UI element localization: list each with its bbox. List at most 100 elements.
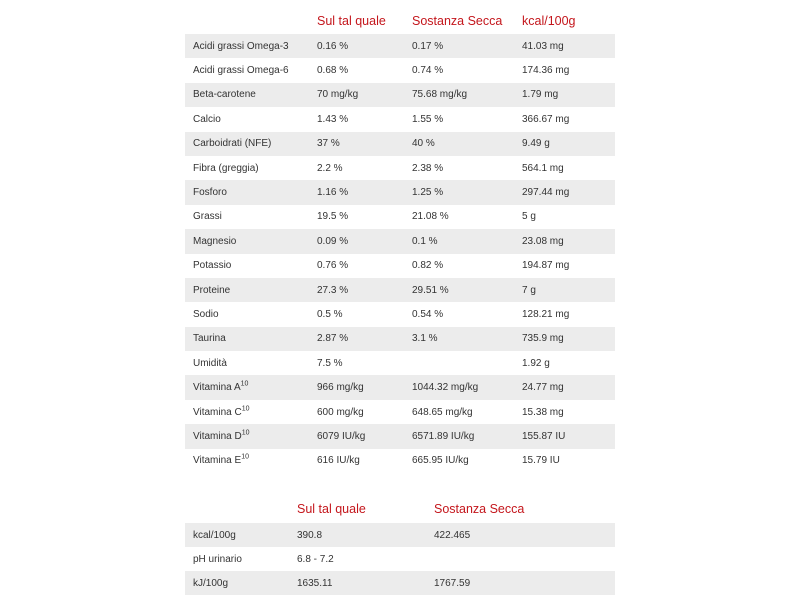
as-is-value: 6079 IU/kg: [317, 424, 412, 449]
table-row: Beta-carotene 70 mg/kg 75.68 mg/kg 1.79 mg: [185, 82, 615, 108]
nutrient-name-cell: Vitamina C10: [185, 399, 317, 425]
nutrient-name-cell: Acidi grassi Omega-3: [185, 34, 317, 59]
table-row: Calcio 1.43 % 1.55 % 366.67 mg: [185, 107, 615, 132]
table-row: kcal/100g 390.8 422.465: [185, 523, 615, 548]
nutrient-name-cell: Proteine: [185, 277, 317, 303]
as-is-value: 966 mg/kg: [317, 375, 412, 400]
dry-matter-value: 6571.89 IU/kg: [412, 424, 522, 449]
nutrition-tables: Sul tal quale Sostanza Secca kcal/100g A…: [185, 8, 615, 596]
header-as-is: Sul tal quale: [297, 502, 366, 517]
nutrient-name-cell: Beta-carotene: [185, 82, 317, 108]
table-row: pH urinario 6.8 - 7.2: [185, 547, 615, 572]
as-is-value: 616 IU/kg: [317, 448, 412, 474]
dry-matter-value: [434, 547, 615, 572]
table-row: Fibra (greggia) 2.2 % 2.38 % 564.1 mg: [185, 155, 615, 181]
dry-matter-value: 0.82 %: [412, 253, 522, 278]
nutrient-name-cell: Sodio: [185, 302, 317, 327]
as-is-value: 0.5 %: [317, 302, 412, 327]
energy-name: pH urinario: [185, 547, 297, 572]
nutrient-name-cell: Vitamina E10: [185, 448, 317, 474]
nutrient-name-cell: Fosforo: [185, 180, 317, 205]
as-is-value: 0.16 %: [317, 34, 412, 59]
kcal-value: 7 g: [522, 277, 615, 303]
nutrient-table: Sul tal quale Sostanza Secca kcal/100g A…: [185, 8, 615, 474]
dry-matter-value: 0.1 %: [412, 229, 522, 254]
kcal-value: 128.21 mg: [522, 302, 615, 327]
footnote-marker: 10: [241, 405, 250, 413]
nutrient-name: Umidità: [193, 357, 227, 369]
kcal-value: 155.87 IU: [522, 424, 615, 449]
as-is-value: 2.87 %: [317, 326, 412, 352]
dry-matter-value: 1.25 %: [412, 180, 522, 205]
nutrient-name: Sodio: [193, 308, 219, 320]
kcal-value: 1.79 mg: [522, 82, 615, 108]
energy-name: kcal/100g: [185, 523, 297, 548]
kcal-value: 564.1 mg: [522, 155, 615, 181]
dry-matter-value: 648.65 mg/kg: [412, 399, 522, 425]
nutrient-name-cell: Taurina: [185, 326, 317, 352]
dry-matter-value: 665.95 IU/kg: [412, 448, 522, 474]
dry-matter-value: 3.1 %: [412, 326, 522, 352]
footnote-marker: 10: [241, 429, 250, 437]
nutrient-name-cell: Potassio: [185, 253, 317, 278]
as-is-value: 390.8: [297, 523, 434, 548]
dry-matter-value: 1044.32 mg/kg: [412, 375, 522, 400]
nutrient-name: Vitamina A: [193, 382, 241, 394]
table-row: Sodio 0.5 % 0.54 % 128.21 mg: [185, 302, 615, 327]
as-is-value: 27.3 %: [317, 277, 412, 303]
footnote-marker: 10: [240, 380, 249, 388]
dry-matter-value: 21.08 %: [412, 204, 522, 230]
dry-matter-value: 40 %: [412, 131, 522, 156]
nutrient-name-cell: Carboidrati (NFE): [185, 131, 317, 156]
as-is-value: 0.09 %: [317, 229, 412, 254]
as-is-value: 0.68 %: [317, 58, 412, 83]
dry-matter-value: 75.68 mg/kg: [412, 82, 522, 108]
table-row: Acidi grassi Omega-6 0.68 % 0.74 % 174.36 m…: [185, 58, 615, 83]
dry-matter-value: [412, 351, 522, 376]
nutrient-name: Calcio: [193, 113, 221, 125]
as-is-value: 7.5 %: [317, 351, 412, 376]
kcal-value: 23.08 mg: [522, 229, 615, 254]
header-kcal: kcal/100g: [522, 14, 576, 28]
as-is-value: 19.5 %: [317, 204, 412, 230]
kcal-value: 366.67 mg: [522, 107, 615, 132]
nutrient-name: Fosforo: [193, 187, 227, 199]
table-row: kJ/100g 1635.11 1767.59: [185, 571, 615, 596]
header-empty: [185, 495, 297, 523]
header-dry-matter: Sostanza Secca: [412, 14, 503, 28]
dry-matter-value: 0.74 %: [412, 58, 522, 83]
nutrient-name-cell: Grassi: [185, 204, 317, 230]
table-row: Taurina 2.87 % 3.1 % 735.9 mg: [185, 326, 615, 352]
as-is-value: 70 mg/kg: [317, 82, 412, 108]
nutrient-name: Beta-carotene: [193, 89, 256, 101]
nutrient-name: Carboidrati (NFE): [193, 138, 272, 150]
nutrient-name-cell: Vitamina A10: [185, 375, 317, 400]
nutrient-name: Magnesio: [193, 235, 237, 247]
kcal-value: 15.79 IU: [522, 448, 615, 474]
header-dry-matter: Sostanza Secca: [434, 502, 525, 517]
table-row: Magnesio 0.09 % 0.1 % 23.08 mg: [185, 229, 615, 254]
nutrient-name-cell: Fibra (greggia): [185, 155, 317, 181]
nutrient-name-cell: Calcio: [185, 107, 317, 132]
as-is-value: 37 %: [317, 131, 412, 156]
as-is-value: 2.2 %: [317, 155, 412, 181]
table-row: Vitamina C10 600 mg/kg 648.65 mg/kg 15.38 m…: [185, 399, 615, 425]
kcal-value: 15.38 mg: [522, 399, 615, 425]
header-as-is: Sul tal quale: [317, 14, 386, 28]
kcal-value: 9.49 g: [522, 131, 615, 156]
kcal-value: 5 g: [522, 204, 615, 230]
dry-matter-value: 422.465: [434, 523, 615, 548]
nutrient-name-cell: Umidità: [185, 351, 317, 376]
energy-table-header: Sul tal quale Sostanza Secca: [185, 495, 615, 523]
table-row: Vitamina A10 966 mg/kg 1044.32 mg/kg 24.77 …: [185, 375, 615, 400]
nutrient-name: Vitamina D: [193, 430, 242, 442]
kcal-value: 174.36 mg: [522, 58, 615, 83]
nutrient-name: Potassio: [193, 260, 232, 272]
nutrient-name-cell: Vitamina D10: [185, 424, 317, 449]
table-row: Potassio 0.76 % 0.82 % 194.87 mg: [185, 253, 615, 278]
table-row: Fosforo 1.16 % 1.25 % 297.44 mg: [185, 180, 615, 205]
as-is-value: 1.16 %: [317, 180, 412, 205]
nutrient-name: Acidi grassi Omega-6: [193, 65, 289, 77]
dry-matter-value: 2.38 %: [412, 155, 522, 181]
nutrient-name: Proteine: [193, 284, 231, 296]
